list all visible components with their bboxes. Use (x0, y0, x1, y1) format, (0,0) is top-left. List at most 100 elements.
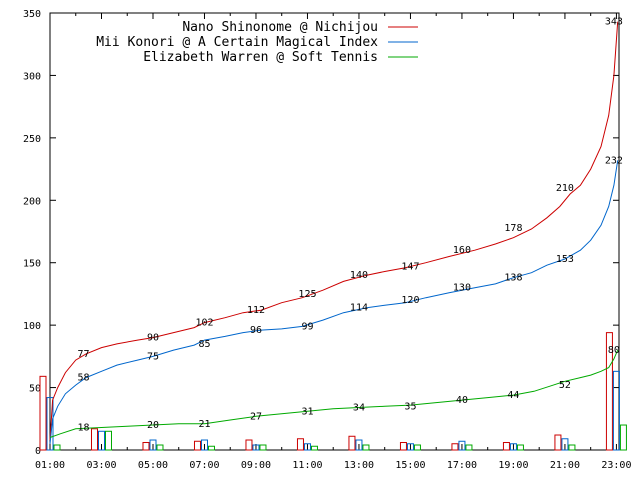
legend-label: Mii Konori @ A Certain Magical Index (96, 35, 378, 50)
point-label: 125 (298, 289, 316, 300)
bar-2-14 (413, 444, 421, 451)
bar-2-20 (568, 444, 576, 451)
bar-0-8 (245, 439, 253, 451)
point-label: 153 (556, 254, 574, 265)
hourly-bars (39, 332, 627, 451)
point-label: 120 (401, 295, 419, 306)
y-tick-label: 200 (23, 196, 41, 207)
bar-1-20 (561, 438, 569, 451)
point-label: 34 (353, 403, 365, 414)
bar-1-10 (303, 443, 311, 451)
point-label: 99 (301, 321, 313, 332)
point-label: 96 (250, 325, 262, 336)
point-label: 35 (404, 401, 416, 412)
x-tick-label: 07:00 (189, 460, 219, 471)
bar-0-18 (502, 442, 510, 451)
series-line-0 (49, 21, 619, 441)
x-axis: 01:00 03:00 05:00 07:00 09:00 11:00 13:00 15:00… (35, 13, 631, 471)
bar-2-18 (516, 444, 524, 451)
x-tick-label: 11:00 (292, 460, 322, 471)
x-tick-label: 05:00 (138, 460, 168, 471)
y-tick-label: 150 (23, 259, 41, 270)
point-label: 147 (401, 261, 419, 272)
bar-1-0 (46, 397, 54, 451)
bar-1-12 (355, 439, 363, 451)
bar-2-22 (619, 424, 627, 451)
bar-2-16 (465, 444, 473, 451)
plot-area-frame (49, 12, 620, 451)
legend-label: Elizabeth Warren @ Soft Tennis (143, 50, 378, 65)
bar-1-8 (252, 444, 260, 451)
point-label: 114 (350, 303, 368, 314)
y-tick-label: 100 (23, 321, 41, 332)
bar-1-16 (458, 440, 466, 451)
y-tick-label: 250 (23, 134, 41, 145)
point-label: 130 (453, 283, 471, 294)
x-tick-label: 19:00 (498, 460, 528, 471)
point-label: 178 (504, 223, 522, 234)
series-line-1 (49, 160, 619, 444)
x-tick-label: 09:00 (241, 460, 271, 471)
bar-2-6 (207, 445, 215, 451)
point-label: 102 (195, 318, 213, 329)
bar-1-14 (406, 443, 414, 451)
point-label: 210 (556, 183, 574, 194)
bar-0-2 (90, 428, 98, 451)
point-label: 18 (77, 423, 89, 434)
point-label: 343 (605, 17, 623, 28)
bar-0-0 (39, 375, 47, 451)
point-label: 44 (507, 390, 519, 401)
bar-0-22 (605, 332, 613, 451)
y-tick-label: 350 (23, 9, 41, 20)
point-label: 75 (147, 351, 159, 362)
point-label: 52 (559, 380, 571, 391)
point-label: 138 (504, 273, 522, 284)
bar-0-14 (399, 442, 407, 451)
series-line-2 (49, 349, 619, 438)
bar-0-12 (348, 435, 356, 451)
point-label: 27 (250, 411, 262, 422)
point-label: 160 (453, 245, 471, 256)
bar-1-6 (200, 439, 208, 451)
bar-2-8 (259, 444, 267, 451)
bar-1-18 (509, 443, 517, 451)
bar-1-4 (149, 439, 157, 451)
bar-0-10 (296, 438, 304, 451)
point-label: 58 (77, 373, 89, 384)
bar-0-16 (451, 443, 459, 451)
y-tick-label: 50 (29, 384, 41, 395)
x-tick-label: 03:00 (86, 460, 116, 471)
x-tick-label: 21:00 (550, 460, 580, 471)
point-labels: 77 90 102 112 125 140 147 160 178 210 343 58 75 85 96 9… (77, 17, 622, 434)
point-label: 20 (147, 420, 159, 431)
point-label: 85 (198, 339, 210, 350)
x-tick-label: 13:00 (344, 460, 374, 471)
x-tick-label: 23:00 (601, 460, 631, 471)
point-label: 77 (77, 349, 89, 360)
bar-2-4 (156, 444, 164, 451)
bar-2-2 (104, 430, 112, 451)
point-label: 140 (350, 270, 368, 281)
point-label: 31 (301, 406, 313, 417)
bar-1-22 (612, 370, 620, 451)
bar-1-2 (97, 430, 105, 451)
bar-0-6 (193, 440, 201, 451)
bar-2-12 (362, 444, 370, 451)
x-tick-label: 17:00 (447, 460, 477, 471)
x-tick-label: 15:00 (395, 460, 425, 471)
y-tick-label: 0 (35, 446, 41, 457)
point-label: 232 (605, 155, 623, 166)
bar-2-10 (310, 445, 318, 451)
y-tick-label: 300 (23, 71, 41, 82)
legend-label: Nano Shinonome @ Nichijou (182, 20, 378, 35)
point-label: 21 (198, 419, 210, 430)
bar-0-4 (142, 442, 150, 451)
point-label: 90 (147, 333, 159, 344)
point-label: 112 (247, 305, 265, 316)
point-label: 80 (608, 345, 620, 356)
y-axis: 0 50 100 150 200 250 300 350 (23, 9, 619, 457)
series-lines (49, 21, 619, 444)
x-tick-label: 01:00 (35, 460, 65, 471)
